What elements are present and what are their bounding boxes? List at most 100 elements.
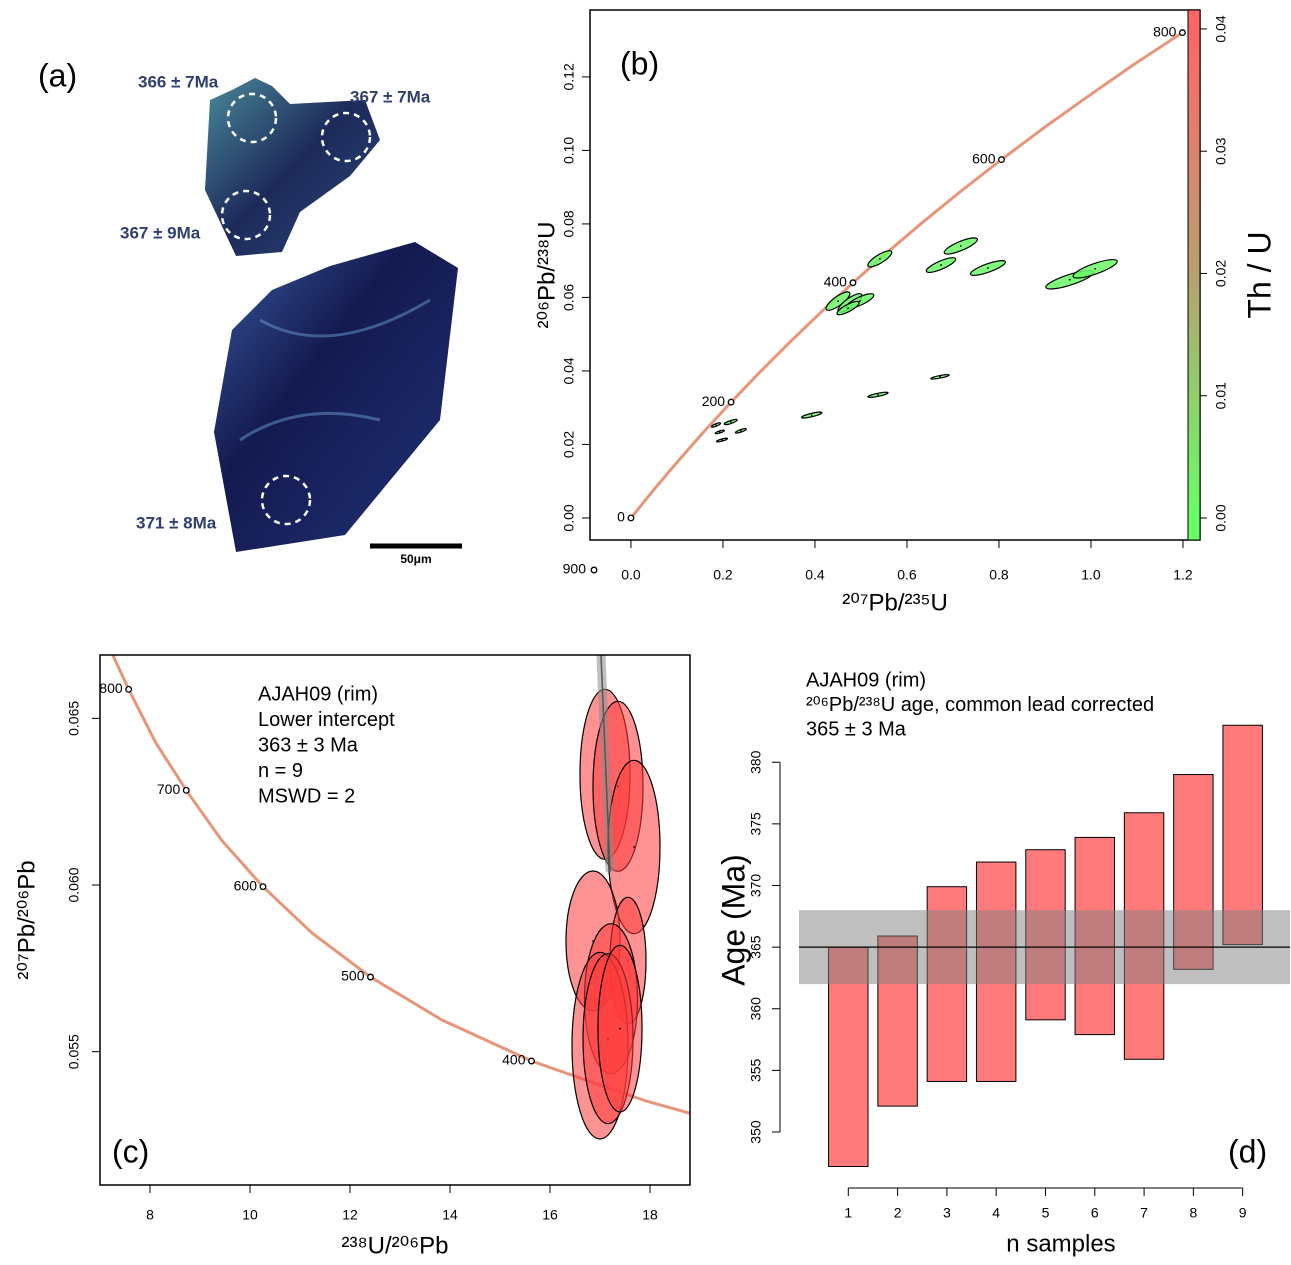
colorbar-tick-label: 0.01 <box>1213 382 1229 409</box>
ellipse-center <box>847 307 849 309</box>
x-tick-label: 5 <box>1042 1205 1050 1221</box>
spot-age: 371 ± 8Ma <box>136 513 217 532</box>
x-tick-label: 9 <box>1239 1205 1247 1221</box>
panel-d: 1 2 3 4 5 6 7 8 9 n samples AJAH09 (rim) ²⁰⁶Pb/²³⁸U… <box>772 669 1290 1257</box>
age-marker <box>627 514 635 522</box>
age-label: 500 <box>341 968 365 984</box>
ellipse-center <box>729 421 732 423</box>
ellipse-center <box>939 375 941 378</box>
y-tick-label: 0.06 <box>561 284 577 311</box>
x-tick-label: 8 <box>146 1207 154 1223</box>
panel-b: 0.0 0.2 0.4 0.6 0.8 1.0 1.2 ²⁰⁷Pb/²³⁵U (b) 0 200 40… <box>563 9 1207 616</box>
x-tick-label: 0.8 <box>989 567 1009 583</box>
scale-bar-label: 50μm <box>400 552 431 566</box>
ellipse-center <box>633 846 635 848</box>
ellipse-center <box>721 439 723 441</box>
x-tick-label: 1 <box>844 1205 852 1221</box>
title: 365 ± 3 Ma <box>806 718 907 740</box>
x-tick-label: 4 <box>992 1205 1000 1221</box>
discordia-line <box>600 655 611 872</box>
age-label: 0 <box>617 509 625 525</box>
y-tick-label: 365 <box>748 935 764 959</box>
y-tick-label: 0.12 <box>561 63 577 90</box>
zoning <box>239 298 431 442</box>
x-tick-label: 10 <box>242 1207 258 1223</box>
ellipse-center <box>877 393 879 396</box>
annotation: 363 ± 3 Ma <box>258 734 359 756</box>
ellipse-center <box>718 431 721 433</box>
ellipse-center <box>837 300 839 302</box>
spot-age: 367 ± 9Ma <box>120 223 201 242</box>
y-tick-label: 0.02 <box>561 431 577 458</box>
y-tick-label: 0.04 <box>561 357 577 384</box>
spots <box>220 92 372 526</box>
panel-label: (a) <box>38 57 77 93</box>
plot-frame <box>589 9 1201 541</box>
y-tick-label: 0.060 <box>66 867 82 902</box>
ellipse-center <box>739 429 742 432</box>
x-tick-label: 6 <box>1091 1205 1099 1221</box>
ellipse-center <box>619 1027 621 1030</box>
x-axis-label: n samples <box>1006 1230 1115 1257</box>
y-axis-label: Age (Ma) <box>715 854 751 986</box>
x-tick-label: 7 <box>1140 1205 1148 1221</box>
age-marker <box>998 156 1005 164</box>
x-tick-label: 12 <box>342 1207 358 1223</box>
ellipse-center <box>715 424 717 426</box>
panel-label: (d) <box>1228 1133 1267 1169</box>
x-axis-label: ²⁰⁷Pb/²³⁵U <box>842 589 948 616</box>
x-tick-label: 1.2 <box>1173 567 1193 583</box>
age-label: 200 <box>702 393 726 409</box>
x-tick-label: 1.0 <box>1081 567 1101 583</box>
spot-age: 366 ± 7Ma <box>138 72 219 91</box>
x-tick-label: 0.0 <box>621 567 641 583</box>
plot-area <box>111 655 690 1140</box>
panel-label: (c) <box>112 1133 149 1169</box>
ellipse-center <box>859 300 861 302</box>
x-tick-label: 0.2 <box>713 567 733 583</box>
y-tick-label: 355 <box>748 1058 764 1082</box>
colorbar-label: Th / U <box>1241 231 1277 318</box>
y-tick-label: 0.055 <box>66 1034 82 1069</box>
annotation: MSWD = 2 <box>258 785 355 807</box>
age-marker <box>125 685 133 693</box>
age-marker <box>182 786 190 794</box>
annotation: AJAH09 (rim) <box>258 683 378 705</box>
annotation: Lower intercept <box>258 709 395 731</box>
age-label: 800 <box>99 680 123 696</box>
age-marker <box>849 279 857 287</box>
y-axis-label: ²⁰⁶Pb/²³⁸U <box>533 222 560 329</box>
x-tick-label: 0.6 <box>897 567 917 583</box>
age-marker <box>367 973 374 981</box>
y-tick-label: 350 <box>748 1120 764 1144</box>
ellipse-center <box>987 267 989 269</box>
x-axis-label: ²³⁸U/²⁰⁶Pb <box>342 1232 449 1259</box>
ellipse-center <box>1094 267 1097 270</box>
x-tick-label: 8 <box>1189 1205 1197 1221</box>
ellipse-center <box>1068 278 1071 281</box>
age-marker <box>259 883 267 891</box>
age-label: 400 <box>824 273 848 289</box>
x-tick-label: 2 <box>894 1205 902 1221</box>
crystal <box>214 242 458 552</box>
colorbar-tick-label: 0.04 <box>1213 15 1229 42</box>
y-tick-label: 0.00 <box>561 504 577 531</box>
colorbar <box>1187 9 1201 541</box>
ellipse-center <box>940 264 942 266</box>
y-tick-label: 0.08 <box>561 210 577 237</box>
y-tick-label: 370 <box>748 874 764 898</box>
panel-label: (b) <box>620 45 659 81</box>
age-marker <box>727 398 735 406</box>
x-tick-label: 3 <box>943 1205 951 1221</box>
colorbar-tick-label: 0.02 <box>1213 260 1229 287</box>
age-marker <box>528 1057 535 1065</box>
ellipse-center <box>959 245 962 247</box>
panel-c: 8 10 12 14 16 18 ²³⁸U/²⁰⁶Pb 400 500 600 700 800 AJAH… <box>92 654 691 1259</box>
age-label: 800 <box>1153 23 1177 39</box>
y-tick-label: 360 <box>748 997 764 1021</box>
title: ²⁰⁶Pb/²³⁸U age, common lead corrected <box>806 694 1154 716</box>
crystal <box>205 78 380 256</box>
annotation: n = 9 <box>258 760 303 782</box>
age-label: 700 <box>157 781 181 797</box>
